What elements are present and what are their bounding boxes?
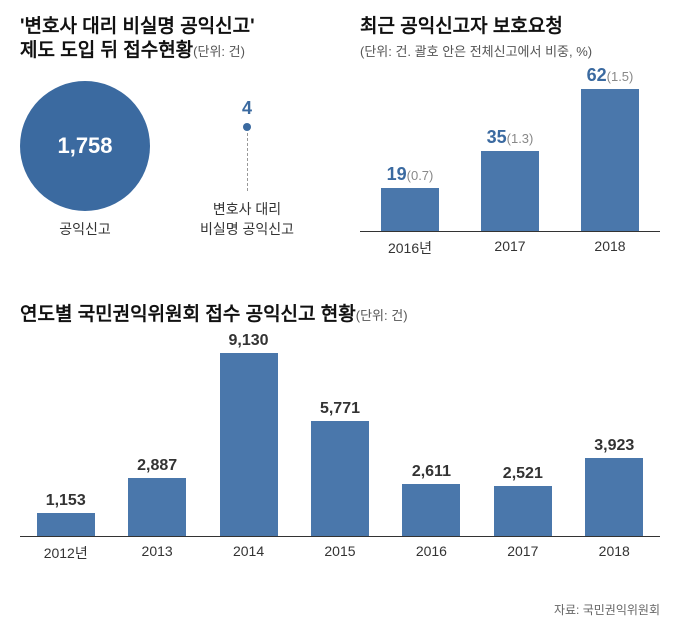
bar-xlabel: 2017 <box>460 238 560 258</box>
bar-col: 2,887 <box>111 457 202 536</box>
panel-protection-request: 최근 공익신고자 보호요청 (단위: 건. 괄호 안은 전체신고에서 비중, %… <box>360 15 660 258</box>
bar-rect <box>494 486 552 536</box>
panel1-title-line1: '변호사 대리 비실명 공익신고' <box>20 16 255 37</box>
dot-label-line2: 비실명 공익신고 <box>200 221 294 237</box>
bar-rect <box>128 478 186 536</box>
dot-wrap: 4 변호사 대리 비실명 공익신고 <box>200 98 294 239</box>
bar-xlabel: 2012년 <box>20 543 111 563</box>
dot-label: 변호사 대리 비실명 공익신고 <box>200 199 294 239</box>
dot-value: 4 <box>200 98 294 119</box>
bar-col: 35(1.3) <box>460 127 560 231</box>
bar-rect <box>481 151 539 231</box>
bar-col: 1,153 <box>20 492 111 536</box>
source-text: 자료: 국민권익위원회 <box>554 601 660 618</box>
bar-xlabel: 2017 <box>477 543 568 563</box>
panel3-bars: 1,1532,8879,1305,7712,6112,5213,923 <box>20 337 660 537</box>
bar-rect <box>311 421 369 536</box>
panel2-xlabels: 2016년20172018 <box>360 232 660 258</box>
bar-value: 3,923 <box>594 437 634 455</box>
bar-col: 3,923 <box>569 437 660 536</box>
panel-yearly: 연도별 국민권익위원회 접수 공익신고 현황(단위: 건) 1,153 2,887… <box>20 303 660 563</box>
bar-xlabel: 2018 <box>560 238 660 258</box>
panel-lawyer-proxy: '변호사 대리 비실명 공익신고' 제도 도입 뒤 접수현황(단위: 건) 1,… <box>20 15 330 258</box>
panel3-title-text: 연도별 국민권익위원회 접수 공익신고 현황 <box>20 304 356 325</box>
top-row: '변호사 대리 비실명 공익신고' 제도 도입 뒤 접수현황(단위: 건) 1,… <box>20 15 660 258</box>
bar-value: 5,771 <box>320 400 360 418</box>
circle-area: 1,758 공익신고 4 변호사 대리 비실명 공익신고 <box>20 81 330 239</box>
bar-col: 2,611 <box>386 463 477 536</box>
panel3-unit: (단위: 건) <box>356 308 408 323</box>
bar-xlabel: 2016년 <box>360 238 460 258</box>
bar-rect <box>381 188 439 231</box>
bar-col: 5,771 <box>294 400 385 536</box>
bar-rect <box>220 353 278 536</box>
bar-rect <box>585 458 643 536</box>
bar-xlabel: 2016 <box>386 543 477 563</box>
bar-value: 62(1.5) <box>587 65 634 86</box>
big-circle-wrap: 1,758 공익신고 <box>20 81 150 239</box>
bar-value: 9,130 <box>229 332 269 350</box>
bar-value: 2,521 <box>503 465 543 483</box>
bar-col: 19(0.7) <box>360 164 460 231</box>
bar-value: 2,887 <box>137 457 177 475</box>
panel3-xlabels: 2012년201320142015201620172018 <box>20 537 660 563</box>
panel2-bars: 19(0.7)35(1.3)62(1.5) <box>360 72 660 232</box>
big-circle-value: 1,758 <box>57 133 112 159</box>
panel1-unit: (단위: 건) <box>193 44 245 59</box>
bar-rect <box>402 484 460 536</box>
big-circle-label: 공익신고 <box>20 219 150 239</box>
panel2-subtitle: (단위: 건. 괄호 안은 전체신고에서 비중, %) <box>360 41 660 60</box>
bar-rect <box>37 513 95 536</box>
bar-value: 2,611 <box>412 463 451 481</box>
bar-xlabel: 2014 <box>203 543 294 563</box>
bar-xlabel: 2015 <box>294 543 385 563</box>
bar-col: 62(1.5) <box>560 65 660 231</box>
bar-col: 2,521 <box>477 465 568 536</box>
panel1-title: '변호사 대리 비실명 공익신고' 제도 도입 뒤 접수현황(단위: 건) <box>20 15 330 63</box>
bar-value: 35(1.3) <box>487 127 534 148</box>
bar-col: 9,130 <box>203 332 294 536</box>
small-dot <box>243 123 251 131</box>
bar-rect <box>581 89 639 231</box>
bar-xlabel: 2013 <box>111 543 202 563</box>
bar-xlabel: 2018 <box>569 543 660 563</box>
bar-value: 19(0.7) <box>387 164 434 185</box>
dotted-line <box>247 133 248 191</box>
dot-label-line1: 변호사 대리 <box>213 201 281 217</box>
panel1-title-line2: 제도 도입 뒤 접수현황 <box>20 40 193 61</box>
big-circle: 1,758 <box>20 81 150 211</box>
panel3-title: 연도별 국민권익위원회 접수 공익신고 현황(단위: 건) <box>20 303 660 327</box>
bar-value: 1,153 <box>46 492 86 510</box>
panel2-title: 최근 공익신고자 보호요청 <box>360 15 660 39</box>
